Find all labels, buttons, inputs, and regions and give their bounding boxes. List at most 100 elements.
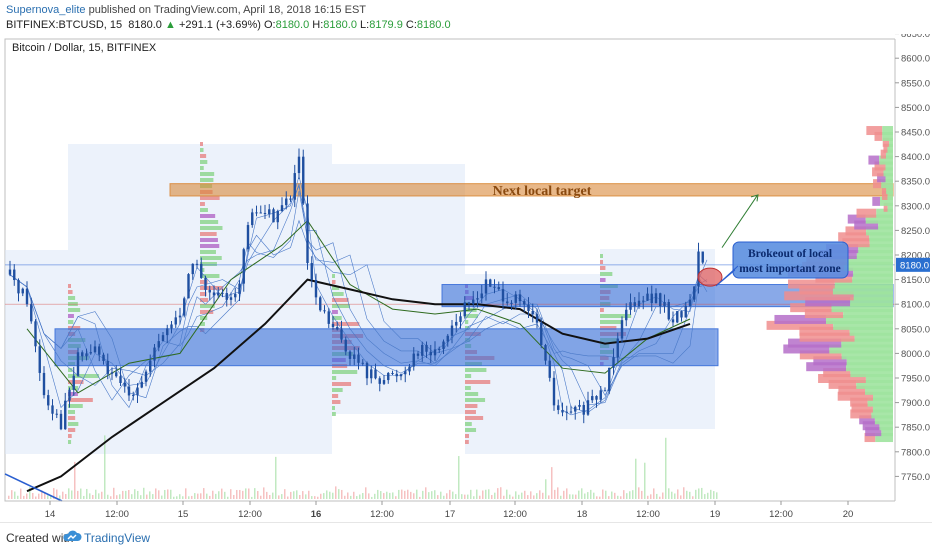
volume-bar (443, 495, 445, 499)
volume-bar (95, 489, 97, 499)
profile-buy-bar (885, 149, 893, 159)
price-chart[interactable]: Next local target Brokeout of local most i… (0, 34, 932, 522)
close-value: 8180.0 (416, 19, 451, 31)
session-profile-bar (465, 416, 484, 420)
session-profile-bar (465, 320, 469, 324)
profile-buy-bar (853, 267, 893, 277)
profile-sell-bar (877, 173, 886, 183)
profile-sell-bar (823, 368, 851, 378)
session-profile-bar (200, 226, 223, 230)
price-tick-label: 7800.0 (901, 447, 930, 458)
volume-bar (668, 488, 670, 499)
session-profile-bar (200, 142, 203, 146)
session-profile-bar (332, 292, 344, 296)
volume-bar (410, 491, 412, 499)
profile-buy-bar (852, 273, 893, 283)
volume-bar (545, 479, 547, 499)
candle-body (13, 269, 16, 281)
volume-bar (188, 496, 190, 499)
volume-bar (62, 491, 64, 499)
candle-body (416, 353, 420, 356)
tradingview-cloud-icon[interactable] (62, 529, 82, 543)
candle-body (297, 156, 301, 174)
profile-buy-bar (850, 297, 893, 307)
candle-body (608, 367, 611, 392)
candle-body (450, 325, 454, 336)
volume-bar (92, 494, 94, 499)
volume-bar (305, 494, 307, 499)
candle-body (115, 372, 118, 377)
volume-bar (125, 490, 127, 499)
volume-bar (236, 489, 238, 499)
profile-sell-bar (799, 332, 855, 342)
price-axis[interactable]: 8650.0 8600.0 8550.0 8500.0 8450.0 8400.0 8350… (894, 34, 932, 522)
candle-body (565, 411, 568, 413)
candle-body (637, 300, 641, 307)
volume-bar (707, 492, 709, 499)
candle-body (391, 373, 394, 375)
volume-bar (473, 496, 475, 499)
profile-sell-bar (874, 161, 886, 171)
author-link[interactable]: Supernova_elite (6, 4, 86, 16)
volume-bar (302, 491, 304, 499)
session-profile-bar (200, 148, 204, 152)
volume-bar (395, 496, 397, 499)
volume-bar (56, 489, 58, 499)
volume-bar (293, 491, 295, 499)
profile-sell-bar (850, 397, 868, 407)
profile-buy-bar (885, 161, 893, 171)
volume-bar (29, 487, 31, 499)
profile-sell-bar (813, 356, 847, 366)
volume-bar (380, 491, 382, 499)
candle-body (123, 382, 126, 387)
candle-body (693, 286, 696, 300)
volume-bar (59, 495, 61, 499)
time-tick-label: 12:00 (105, 509, 129, 520)
session-profile-bar (465, 386, 471, 390)
candle-body (382, 380, 386, 384)
profile-buy-bar (825, 314, 893, 324)
chart-title: Bitcoin / Dollar, 15, BITFINEX (12, 42, 157, 54)
price-tick-label: 7750.0 (901, 472, 930, 483)
time-tick-label: 17 (445, 509, 456, 520)
session-profile-bar (332, 406, 336, 410)
zones-layer (5, 183, 895, 367)
session-profile-bar (68, 434, 72, 438)
candle-body (229, 297, 233, 300)
time-axis[interactable]: 14 12:00 15 12:00 16 12:00 17 12:00 18 12:00 19 12:… (5, 500, 895, 520)
profile-sell-bar (774, 314, 826, 324)
candle-body (327, 311, 330, 324)
volume-bar (104, 435, 106, 499)
session-profile-bar (600, 272, 613, 276)
candle-body (51, 405, 54, 414)
volume-bar (44, 492, 46, 499)
candle-body (544, 345, 547, 361)
volume-bar (32, 492, 34, 499)
session-profile-bar (465, 422, 472, 426)
ema-ribbon-3 (9, 183, 708, 406)
candle-body (493, 286, 496, 288)
candle-body (306, 203, 309, 264)
target-arrow-head-icon (750, 194, 759, 202)
candle-body (684, 305, 687, 318)
volume-bar (239, 489, 241, 499)
volume-bar (584, 493, 586, 499)
created-with-text: Created with (6, 531, 74, 545)
tradingview-brand-link[interactable]: TradingView (84, 531, 151, 545)
price-tick-label: 8200.0 (901, 251, 930, 262)
symbol-label: BITFINEX:BTCUSD, 15 (6, 19, 123, 31)
candle-body (149, 360, 152, 372)
volume-bar (416, 489, 418, 499)
candle-body (157, 341, 160, 348)
candle-body (374, 369, 377, 379)
session-profile-bar (332, 370, 358, 374)
volume-bar (137, 490, 139, 499)
volume-bar (464, 494, 466, 499)
candle-body (200, 263, 203, 278)
breakout-callout-line2: most important zone (739, 263, 841, 275)
price-tick-label: 8150.0 (901, 275, 930, 286)
candle-body (331, 323, 335, 328)
session-profile-bar (68, 410, 75, 414)
volume-bar (536, 493, 538, 499)
volume-bar (662, 492, 664, 499)
